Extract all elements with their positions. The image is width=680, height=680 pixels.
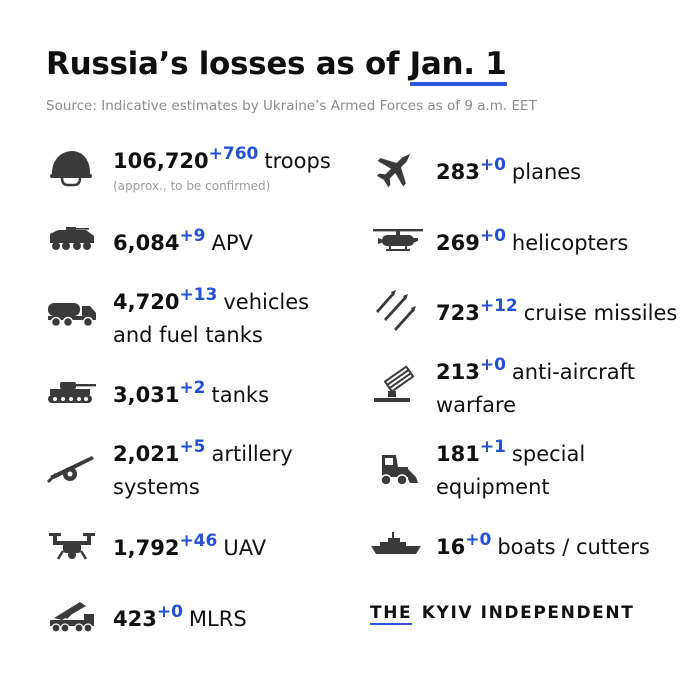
- stat-note: (approx., to be confirmed): [113, 179, 271, 193]
- stat-label: tanks: [211, 383, 270, 407]
- title-date: Jan. 1: [409, 46, 507, 86]
- stat-label: planes: [511, 160, 582, 184]
- stat-tanks: 3,031+2 tanks: [113, 378, 270, 413]
- tank-icon: [46, 379, 98, 405]
- stat-label: UAV: [223, 536, 267, 560]
- helicopter-icon: [372, 226, 424, 254]
- stat-delta: +1: [479, 437, 506, 457]
- stat-delta: +0: [156, 602, 183, 622]
- stat-label-2: and fuel tanks: [113, 323, 263, 347]
- stat-value: 2,021: [113, 442, 180, 466]
- stat-value: 283: [436, 160, 480, 184]
- stat-label: anti-aircraft: [511, 360, 635, 384]
- stat-planes: 283+0 planes: [436, 155, 582, 190]
- stat-label: vehicles: [223, 290, 310, 314]
- stat-value: 423: [113, 607, 157, 631]
- stat-label-2: warfare: [436, 393, 517, 417]
- stat-label: cruise missiles: [523, 301, 678, 325]
- page-title: Russia’s losses as of Jan. 1: [46, 46, 507, 86]
- fuel-truck-icon: [46, 298, 98, 328]
- artillery-icon: [46, 452, 98, 484]
- stat-label: artillery: [211, 442, 293, 466]
- stat-label: MLRS: [188, 607, 247, 631]
- stat-value: 4,720: [113, 290, 180, 314]
- boat-icon: [370, 530, 422, 556]
- title-prefix: Russia’s losses as of: [46, 46, 410, 82]
- stat-delta: +13: [179, 285, 218, 305]
- stat-special-equipment: 181+1 special equipment: [436, 437, 586, 503]
- plane-icon: [374, 146, 418, 190]
- stat-delta: +2: [179, 378, 206, 398]
- helmet-icon: [48, 149, 94, 187]
- stat-apv: 6,084+9 APV: [113, 226, 253, 261]
- stat-mlrs: 423+0 MLRS: [113, 602, 247, 637]
- stat-delta: +9: [179, 226, 206, 246]
- stat-value: 181: [436, 442, 480, 466]
- stat-label: helicopters: [511, 231, 629, 255]
- anti-aircraft-icon: [372, 365, 420, 405]
- stat-label: troops: [264, 149, 331, 173]
- stat-delta: +0: [465, 530, 492, 550]
- stat-uav: 1,792+46 UAV: [113, 531, 267, 566]
- brand-name: KYIV INDEPENDENT: [421, 603, 635, 623]
- stat-delta: +0: [479, 226, 506, 246]
- stat-helicopters: 269+0 helicopters: [436, 226, 629, 261]
- brand-the: THE: [370, 603, 413, 625]
- stat-delta: +46: [179, 531, 218, 551]
- stat-anti-aircraft: 213+0 anti-aircraft warfare: [436, 355, 635, 421]
- stat-label: special: [511, 442, 586, 466]
- missile-icon: [374, 289, 418, 333]
- stat-value: 3,031: [113, 383, 180, 407]
- stat-troops: 106,720+760 troops (approx., to be confir…: [113, 144, 331, 193]
- stat-delta: +0: [479, 355, 506, 375]
- stat-value: 213: [436, 360, 480, 384]
- stat-value: 1,792: [113, 536, 180, 560]
- stat-value: 106,720: [113, 149, 209, 173]
- stat-delta: +760: [208, 144, 259, 164]
- mlrs-icon: [46, 598, 98, 634]
- stat-delta: +5: [179, 437, 206, 457]
- drone-icon: [48, 531, 96, 561]
- stat-boats: 16+0 boats / cutters: [436, 530, 650, 565]
- apv-icon: [46, 226, 98, 252]
- stat-label-2: equipment: [436, 475, 550, 499]
- stat-value: 269: [436, 231, 480, 255]
- stat-value: 723: [436, 301, 480, 325]
- stat-artillery: 2,021+5 artillery systems: [113, 437, 293, 503]
- stat-delta: +0: [479, 155, 506, 175]
- stat-label: APV: [211, 231, 253, 255]
- bulldozer-icon: [372, 447, 420, 487]
- stat-value: 16: [436, 535, 466, 559]
- stat-cruise-missiles: 723+12 cruise missiles: [436, 296, 678, 331]
- stat-vehicles: 4,720+13 vehicles and fuel tanks: [113, 285, 310, 351]
- brand-logo: THE KYIV INDEPENDENT: [370, 603, 635, 625]
- stat-label: boats / cutters: [497, 535, 650, 559]
- source-note: Source: Indicative estimates by Ukraine’…: [46, 98, 537, 114]
- stat-value: 6,084: [113, 231, 180, 255]
- stat-delta: +12: [479, 296, 518, 316]
- stat-label-2: systems: [113, 475, 200, 499]
